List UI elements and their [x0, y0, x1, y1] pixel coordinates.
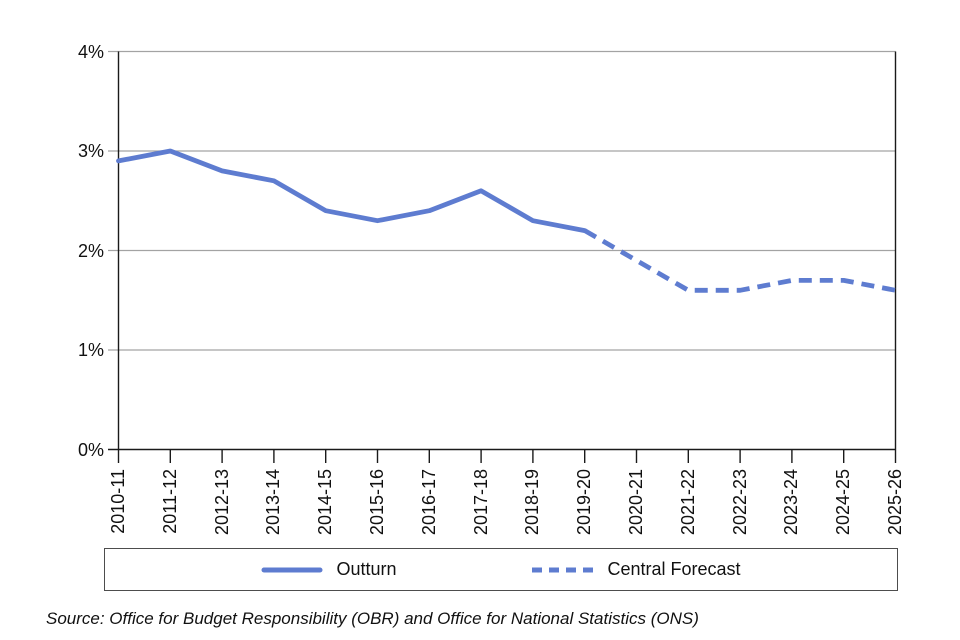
y-axis-tick-label: 1%	[77, 340, 104, 360]
dashed-line-swatch	[532, 567, 595, 572]
x-axis-tick-label-text: 2016-17	[418, 469, 439, 536]
legend-item-central-forecast: Central Forecast	[532, 559, 741, 580]
x-axis-tick-label-text: 2014-15	[315, 469, 336, 536]
y-axis-tick-label: 0%	[77, 439, 104, 460]
x-axis-tick-label-text: 2011-12	[159, 469, 180, 534]
x-axis-tick-label: 2010-11	[108, 469, 130, 545]
legend-item-outturn: Outturn	[261, 559, 396, 580]
legend-label: Central Forecast	[607, 559, 741, 579]
y-axis-tick-label: 2%	[77, 240, 104, 261]
source-note: Source: Office for Budget Responsibility…	[46, 609, 699, 628]
x-axis-tick-label: 2017-18	[470, 469, 492, 545]
y-axis-tick-label: 3%	[77, 141, 104, 161]
x-axis-tick-label-text: 2018-19	[522, 469, 543, 536]
x-axis-tick-label: 2024-25	[833, 469, 855, 545]
x-axis-tick-label: 2025-26	[885, 469, 907, 545]
x-axis-tick-label: 2022-23	[729, 469, 751, 545]
x-axis-tick-label: 2016-17	[418, 469, 440, 545]
legend-label: Outturn	[336, 559, 397, 579]
x-axis-tick-label: 2021-22	[677, 469, 699, 545]
x-axis-tick-label-text: 2015-16	[367, 469, 387, 536]
x-axis-tick-label: 2019-20	[574, 469, 596, 545]
x-axis-tick-label-text: 2025-26	[885, 469, 905, 536]
x-axis-tick-label-text: 2013-14	[263, 469, 284, 536]
legend: Outturn Central Forecast	[104, 548, 898, 591]
x-axis-tick-label: 2015-16	[367, 469, 389, 545]
series-outturn	[116, 148, 588, 234]
x-axis-tick-label-text: 2022-23	[729, 469, 750, 536]
x-axis-tick-label: 2018-19	[522, 469, 544, 545]
x-axis-tick-label-text: 2023-24	[781, 469, 802, 536]
x-axis-tick-label-text: 2019-20	[574, 469, 595, 536]
x-axis-tick-label: 2020-21	[626, 469, 648, 545]
x-axis-tick-label: 2014-15	[315, 469, 337, 545]
x-axis-tick-label: 2013-14	[263, 469, 285, 545]
x-axis-tick-label-text: 2024-25	[833, 469, 854, 536]
solid-line-swatch	[261, 567, 323, 572]
series-central-forecast	[583, 228, 896, 293]
x-axis-tick-label: 2012-13	[211, 469, 233, 545]
x-axis-tick-label: 2011-12	[159, 469, 181, 545]
y-axis-tick-label: 4%	[77, 41, 104, 62]
x-axis-tick-label-text: 2010-11	[108, 469, 128, 534]
x-axis-tick-label-text: 2020-21	[626, 469, 646, 536]
x-axis-tick-label-text: 2017-18	[470, 469, 491, 536]
x-axis-tick-label-text: 2021-22	[677, 469, 698, 536]
x-axis-tick-label-text: 2012-13	[211, 469, 232, 536]
x-axis-tick-label: 2023-24	[781, 469, 803, 545]
